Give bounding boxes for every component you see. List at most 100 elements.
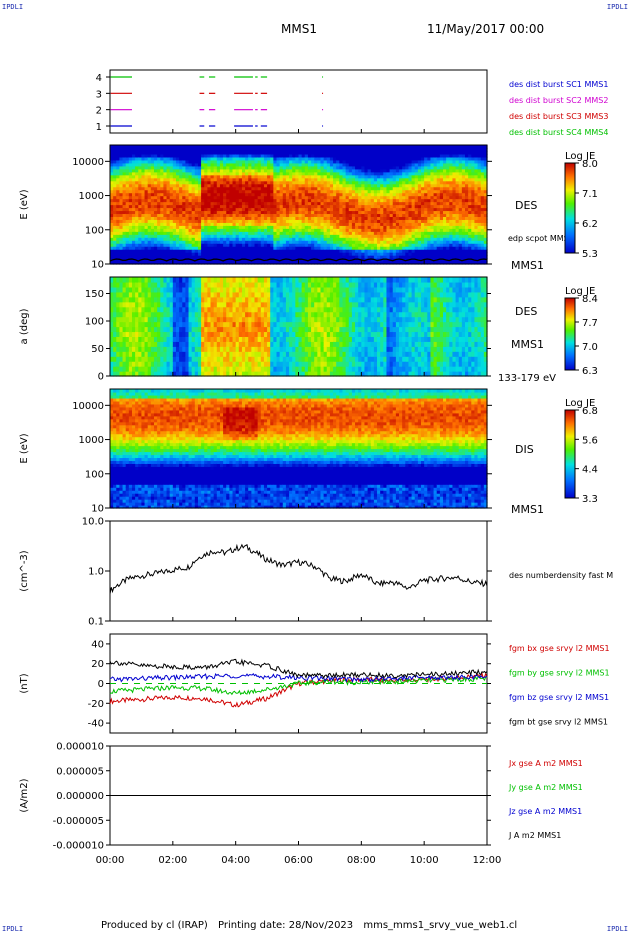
- current-ytick-label: 0.000000: [56, 791, 104, 802]
- bfield-ytick-label: 20: [91, 659, 104, 670]
- burst-legend-entry: des dist burst SC2 MMS2: [509, 96, 608, 105]
- corner-label-top-right: IPDLI: [606, 3, 628, 11]
- dis-energy-colorbar-tick-label: 3.3: [582, 494, 598, 505]
- des-energy-colorbar-title: Log JE: [565, 151, 595, 162]
- current-ytick-label: 0.000005: [56, 766, 104, 777]
- spacecraft-title: MMS1: [281, 22, 317, 36]
- footer-produced-by: Produced by cl (IRAP): [101, 920, 208, 931]
- des-pitch-range-label: 133-179 eV: [498, 373, 556, 384]
- corner-label-bottom-left: IPDLI: [2, 925, 24, 933]
- xtick-label: 04:00: [221, 855, 250, 866]
- current-ylabel: (A/m2): [19, 778, 30, 812]
- footer: Produced by cl (IRAP) Printing date: 28/…: [101, 920, 524, 931]
- des-energy-colorbar-tick-label: 7.1: [582, 189, 598, 200]
- des-energy-colorbar: [564, 162, 576, 254]
- current-ytick-label: -0.000010: [53, 841, 104, 852]
- burst-legend-entry: des dist burst SC1 MMS1: [509, 80, 608, 89]
- corner-label-bottom-right: IPDLI: [606, 925, 628, 933]
- des-pitch-ytick-label: 50: [91, 344, 104, 355]
- bfield-series-line: [109, 672, 488, 684]
- bfield-ytick-label: -40: [88, 719, 104, 730]
- dis-energy-spectrogram: [110, 389, 488, 509]
- des-energy-ylabel: E (eV): [19, 189, 30, 219]
- dis-energy-colorbar-tick-label: 5.6: [582, 435, 598, 446]
- density-series-line: [109, 543, 488, 594]
- xtick-label: 08:00: [347, 855, 376, 866]
- dis-energy-ytick-label: 1000: [79, 435, 104, 446]
- dis-energy-ylabel: E (eV): [19, 433, 30, 463]
- des-energy-colorbar-tick-label: 6.2: [582, 219, 598, 230]
- density-legend-entry: des numberdensity fast M: [509, 571, 613, 580]
- current-ytick-label: -0.000005: [53, 816, 104, 827]
- des-energy-label: DES: [515, 199, 537, 212]
- des-pitch-colorbar-tick-label: 8.4: [582, 294, 598, 305]
- dis-energy-label: DIS: [515, 443, 534, 456]
- des-pitch-ytick-label: 100: [85, 317, 104, 328]
- corner-label-top-left: IPDLI: [2, 3, 24, 11]
- density-ytick-label: 1.0: [88, 567, 104, 578]
- bfield-legend-entry: fgm bx gse srvy l2 MMS1: [509, 644, 610, 653]
- des-energy-ytick-label: 1000: [79, 191, 104, 202]
- des-energy-ytick-label: 10: [91, 260, 104, 271]
- burst-frame: [109, 69, 488, 134]
- current-legend-entry: Jx gse A m2 MMS1: [508, 759, 583, 768]
- xtick-label: 02:00: [158, 855, 187, 866]
- des-pitch-colorbar: [564, 297, 576, 371]
- dis-energy-ytick-label: 10000: [72, 401, 104, 412]
- des-pitch-spectrogram: [110, 277, 488, 377]
- dis-energy-colorbar-tick-label: 6.8: [582, 406, 598, 417]
- bfield-ylabel: (nT): [19, 673, 30, 693]
- des-pitch-colorbar-tick-label: 7.7: [582, 318, 598, 329]
- des-pitch-ytick-label: 0: [98, 372, 104, 383]
- des-pitch-ylabel: a (deg): [19, 308, 30, 344]
- date-title: 11/May/2017 00:00: [427, 22, 545, 36]
- density-ytick-label: 0.1: [88, 617, 104, 628]
- bfield-legend-entry: fgm bt gse srvy l2 MMS1: [509, 718, 608, 727]
- bfield-series-line: [109, 658, 488, 680]
- bfield-ytick-label: 0: [98, 679, 104, 690]
- des-pitch-colorbar-tick-label: 7.0: [582, 342, 598, 353]
- footer-printing-date: Printing date: 28/Nov/2023: [217, 920, 354, 931]
- current-legend-entry: J A m2 MMS1: [508, 831, 561, 840]
- des-energy-overlay-label: edp scpot MMS1: [508, 234, 574, 243]
- dis-energy-colorbar: [564, 409, 576, 499]
- bfield-legend-entry: fgm by gse srvy l2 MMS1: [509, 669, 610, 678]
- bfield-frame: [109, 633, 488, 734]
- bfield-series-line: [109, 675, 488, 696]
- bfield-legend-entry: fgm bz gse srvy l2 MMS1: [509, 693, 609, 702]
- dis-energy-spacecraft-label: MMS1: [511, 503, 544, 516]
- burst-ytick-label: 4: [96, 73, 102, 84]
- density-ytick-label: 10.0: [82, 517, 104, 528]
- burst-legend-entry: des dist burst SC4 MMS4: [509, 128, 608, 137]
- density-frame: [109, 520, 488, 622]
- des-energy-spacecraft-label: MMS1: [511, 259, 544, 272]
- xtick-label: 00:00: [96, 855, 125, 866]
- burst-ytick-label: 2: [96, 106, 102, 117]
- des-energy-scpot-trace: [109, 258, 488, 262]
- des-pitch-colorbar-title: Log JE: [565, 286, 595, 297]
- dis-energy-ytick-label: 100: [85, 469, 104, 480]
- des-energy-ytick-label: 10000: [72, 157, 104, 168]
- des-pitch-label: DES: [515, 305, 537, 318]
- des-energy-colorbar-tick-label: 8.0: [582, 159, 598, 170]
- current-legend-entry: Jy gse A m2 MMS1: [508, 783, 583, 792]
- xtick-label: 10:00: [410, 855, 439, 866]
- xtick-label: 12:00: [473, 855, 502, 866]
- burst-ytick-label: 3: [96, 89, 102, 100]
- multi-panel-chart: 1 2 3 4 des dist burst SC1 MMS1 des dist burs…: [19, 69, 613, 866]
- des-pitch-spacecraft-label: MMS1: [511, 338, 544, 351]
- current-legend-entry: Jz gse A m2 MMS1: [508, 807, 582, 816]
- des-energy-colorbar-tick-label: 5.3: [582, 249, 598, 260]
- bfield-ytick-label: -20: [88, 699, 104, 710]
- des-pitch-colorbar-tick-label: 6.3: [582, 366, 598, 377]
- density-ylabel: (cm^-3): [19, 550, 30, 591]
- dis-energy-colorbar-title: Log JE: [565, 398, 595, 409]
- dis-energy-ytick-label: 10: [91, 504, 104, 515]
- des-pitch-ytick-label: 150: [85, 289, 104, 300]
- burst-legend-entry: des dist burst SC3 MMS3: [509, 112, 608, 121]
- burst-ytick-label: 1: [96, 122, 102, 133]
- dis-energy-colorbar-tick-label: 4.4: [582, 465, 598, 476]
- current-ytick-label: 0.000010: [56, 742, 104, 753]
- bfield-ytick-label: 40: [91, 639, 104, 650]
